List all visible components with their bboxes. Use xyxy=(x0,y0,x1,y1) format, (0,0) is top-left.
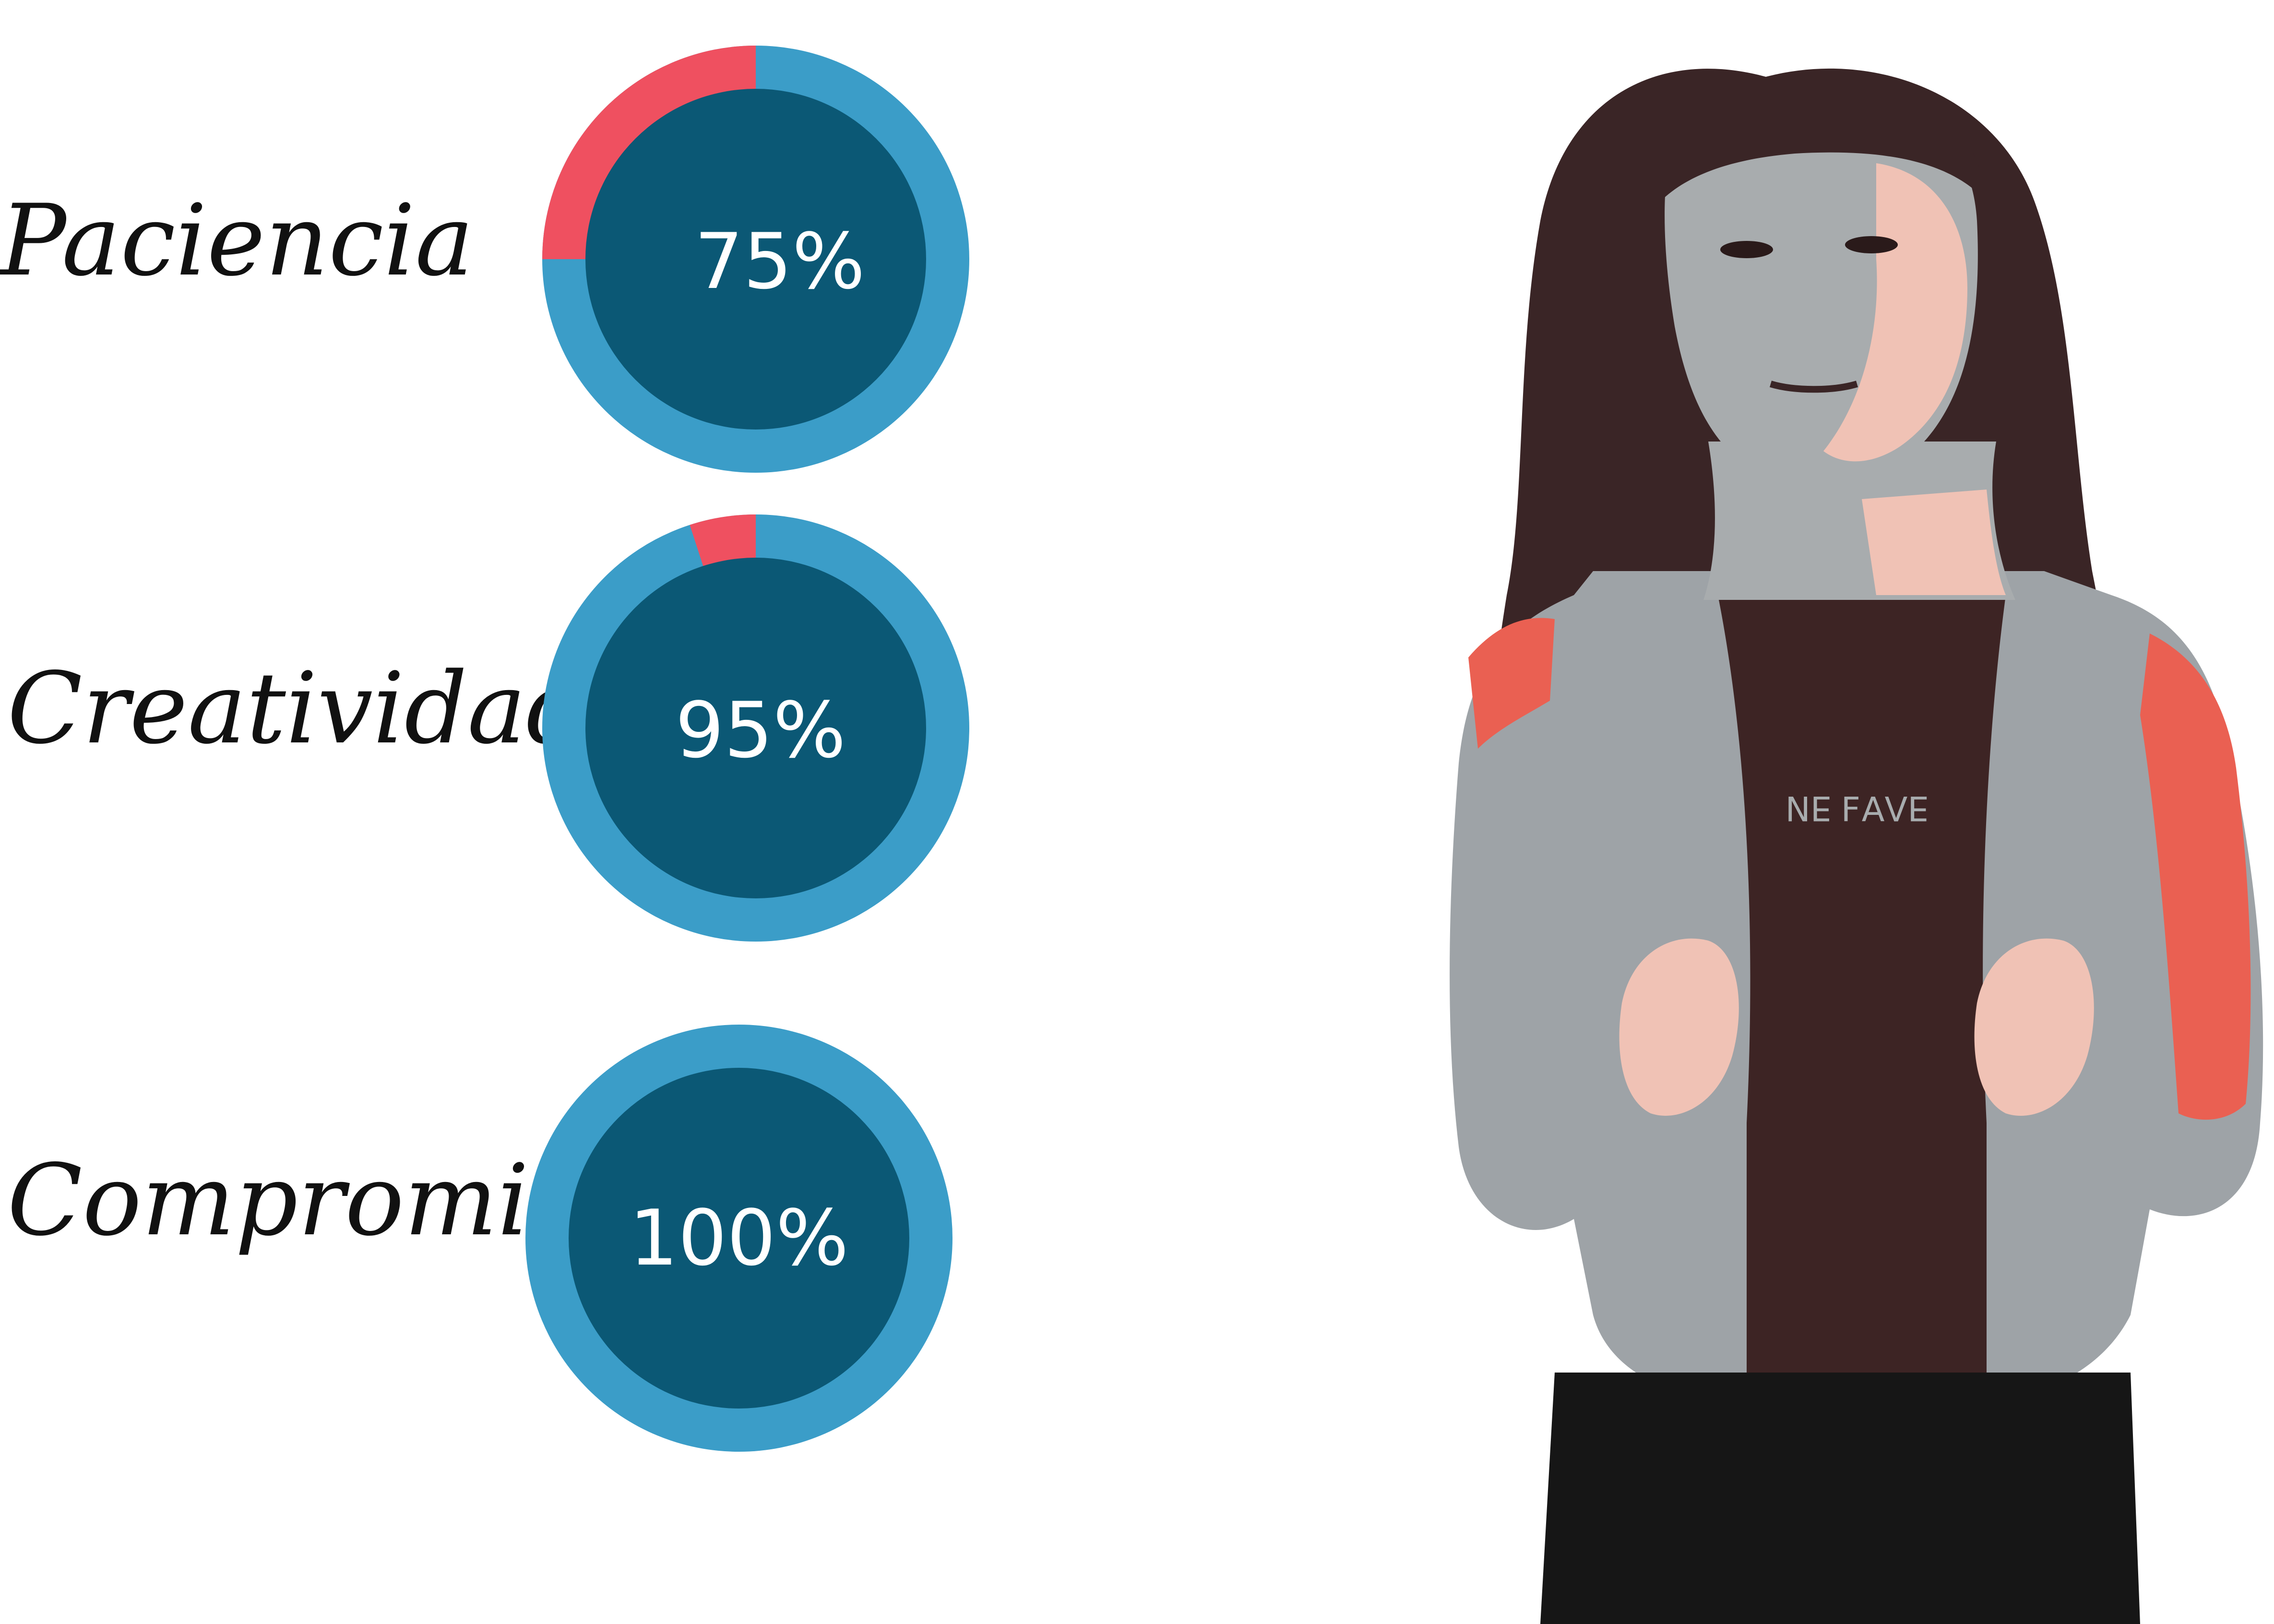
gauge-value-text: 100% xyxy=(629,1193,848,1283)
gauge-paciencia: 75% xyxy=(540,43,972,475)
gauge-inner xyxy=(585,558,926,898)
face-shade xyxy=(1823,163,1967,462)
person-portrait-illustration: ƎΛ∀Ⅎ ƎN xyxy=(1324,19,2274,1624)
gauge-value-text: 95% xyxy=(675,685,846,775)
skill-label-creatividad: Creatividad xyxy=(7,652,589,766)
gauge-svg: 75% xyxy=(542,46,969,473)
shirt-print-text: ƎΛ∀Ⅎ ƎN xyxy=(1785,788,1929,828)
jacket-highlight-right xyxy=(2140,633,2251,1120)
right-eye xyxy=(1845,236,1898,253)
portrait-svg: ƎΛ∀Ⅎ ƎN xyxy=(1450,68,2263,1624)
neck-shade xyxy=(1862,490,2006,595)
gauge-svg: 95% xyxy=(542,514,969,942)
bangs-shape xyxy=(1660,73,1987,202)
mouth-shape xyxy=(1769,381,1858,393)
pants-shape xyxy=(1540,1373,2140,1624)
left-eye xyxy=(1720,241,1773,258)
gauge-creatividad: 95% xyxy=(540,512,972,944)
skill-label-paciencia: Paciencia xyxy=(0,184,474,298)
right-hand xyxy=(1974,938,2094,1116)
gauge-value-text: 75% xyxy=(694,216,865,306)
gauge-inner xyxy=(569,1068,909,1409)
jacket-highlight-left xyxy=(1468,618,1555,749)
gauge-inner xyxy=(585,89,926,430)
gauge-svg: 100% xyxy=(525,1025,952,1452)
left-hand xyxy=(1619,938,1739,1116)
shirt-shape xyxy=(1718,595,2006,1373)
gauge-compromiso: 100% xyxy=(523,1022,955,1454)
